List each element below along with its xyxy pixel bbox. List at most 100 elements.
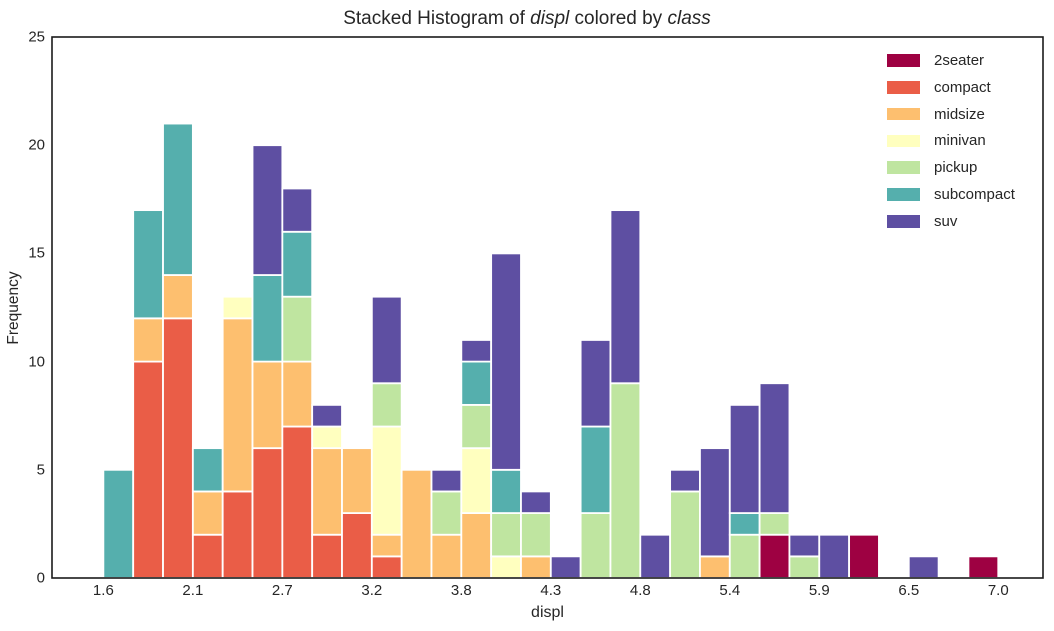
x-tick-label: 5.9 <box>808 582 830 599</box>
histogram-bar-segment <box>281 425 314 579</box>
histogram-bar-segment <box>311 533 343 579</box>
histogram-bar-segment <box>758 533 791 579</box>
histogram-bar-segment <box>430 490 463 536</box>
title-italic-part: displ <box>530 8 570 29</box>
legend-entry-suv: suv <box>887 214 957 229</box>
legend-swatch-pickup <box>887 161 920 174</box>
x-tick-label: 4.8 <box>629 582 651 599</box>
histogram-bar-segment <box>520 555 552 579</box>
x-tick-label: 1.6 <box>92 582 114 599</box>
histogram-bar-segment <box>251 447 284 579</box>
y-tick-label: 10 <box>28 353 45 371</box>
histogram-bar-segment <box>490 468 522 514</box>
histogram-bar-segment <box>430 468 463 493</box>
histogram-bar-segment <box>907 555 940 579</box>
x-tick-label: 3.8 <box>450 582 472 599</box>
histogram-bar-segment <box>251 274 284 363</box>
legend-swatch-subcompact <box>887 188 920 201</box>
legend-swatch-suv <box>887 215 920 228</box>
histogram-bar-segment <box>132 317 164 363</box>
histogram-bar-segment <box>311 425 343 450</box>
y-axis-label: Frequency <box>5 271 22 345</box>
histogram-bar-segment <box>221 295 254 320</box>
histogram-bar-segment <box>490 252 522 471</box>
legend-swatch-2seater <box>887 54 920 67</box>
histogram-bar-segment <box>520 490 552 514</box>
legend-entry-midsize: midsize <box>887 107 985 122</box>
histogram-bar-segment <box>490 555 522 579</box>
legend-label: midsize <box>934 105 985 123</box>
histogram-bar-segment <box>132 209 164 320</box>
histogram-bar-segment <box>191 533 224 579</box>
histogram-bar-segment <box>281 360 314 428</box>
histogram-bar-segment <box>669 490 701 579</box>
x-tick-label: 2.7 <box>271 582 293 599</box>
title-italic-part: class <box>667 8 711 29</box>
title-part: Stacked Histogram of <box>343 8 531 29</box>
histogram-bar-segment <box>251 144 284 276</box>
histogram-bar-segment <box>728 533 761 579</box>
legend-entry-pickup: pickup <box>887 160 977 175</box>
legend-label: compact <box>934 78 991 96</box>
histogram-bar-segment <box>788 555 821 579</box>
histogram-bar-segment <box>281 187 314 233</box>
x-tick-label: 4.3 <box>540 582 562 599</box>
legend-swatch-minivan <box>887 134 920 148</box>
histogram-bar-segment <box>221 490 254 579</box>
y-tick-label: 5 <box>36 461 45 479</box>
legend-entry-minivan: minivan <box>887 133 986 148</box>
histogram-bar-segment <box>460 360 493 406</box>
histogram-bar-segment <box>699 555 731 579</box>
histogram-bar-segment <box>460 447 493 514</box>
histogram-bar-segment <box>609 209 642 385</box>
x-tick-label: 2.1 <box>182 582 204 599</box>
histogram-bar-segment <box>370 555 403 579</box>
histogram-bar-segment <box>609 382 642 579</box>
x-tick-label: 5.4 <box>719 582 741 599</box>
histogram-bar-segment <box>311 447 343 536</box>
y-tick-label: 20 <box>28 136 45 154</box>
legend-entry-2seater: 2seater <box>887 53 984 68</box>
x-tick-label: 6.5 <box>898 582 920 599</box>
histogram-bar-segment <box>191 490 224 536</box>
histogram-bar-segment <box>370 382 403 428</box>
histogram-bar-segment <box>341 447 373 514</box>
legend-label: pickup <box>934 159 978 177</box>
legend-entry-subcompact: subcompact <box>887 187 1015 202</box>
histogram-bar-segment <box>758 512 791 536</box>
histogram-bar-segment <box>728 512 761 536</box>
histogram-bar-segment <box>370 533 403 558</box>
histogram-bar-segment <box>162 274 194 320</box>
histogram-bar-segment <box>281 295 314 363</box>
histogram-bar-segment <box>699 447 731 558</box>
histogram-bar-segment <box>579 425 612 514</box>
histogram-bar-segment <box>311 403 343 428</box>
histogram-bar-segment <box>132 360 164 579</box>
histogram-bar-segment <box>162 317 194 579</box>
histogram-bar-segment <box>788 533 821 558</box>
histogram-bar-segment <box>490 512 522 558</box>
histogram-bar-segment <box>191 447 224 493</box>
legend-label: 2seater <box>934 52 985 69</box>
histogram-bar-segment <box>221 317 254 493</box>
histogram-bar-segment <box>669 468 701 493</box>
y-tick-label: 0 <box>36 569 45 587</box>
legend-label: minivan <box>934 132 986 150</box>
legend-swatch-compact <box>887 81 920 94</box>
histogram-bar-segment <box>460 339 493 363</box>
histogram-bar-segment <box>251 360 284 450</box>
histogram-bar-segment <box>370 425 403 536</box>
histogram-bar-segment <box>818 533 851 579</box>
axes-frame <box>51 36 1044 579</box>
histogram-bar-segment <box>460 403 493 450</box>
histogram-bar-segment <box>848 533 880 579</box>
histogram-bar-segment <box>758 382 791 514</box>
x-tick-label: 3.2 <box>361 582 383 599</box>
histogram-bar-segment <box>549 555 582 579</box>
histogram-bar-segment <box>728 403 761 514</box>
x-axis-label: displ <box>531 604 564 621</box>
y-tick-label: 15 <box>28 244 45 262</box>
legend-swatch-midsize <box>887 107 920 121</box>
